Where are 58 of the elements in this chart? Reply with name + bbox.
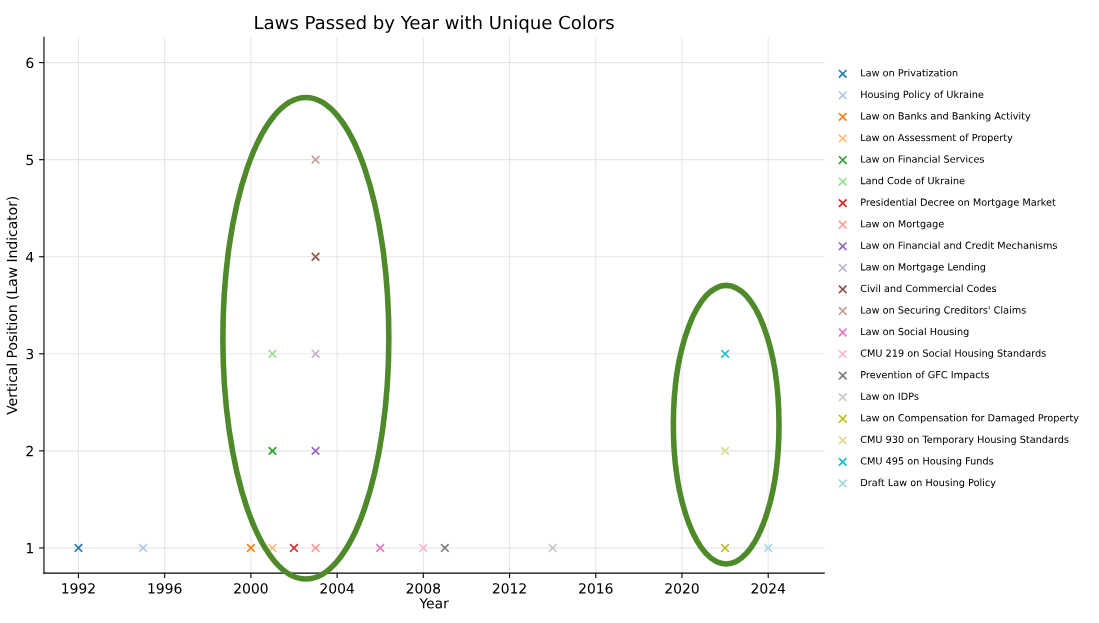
legend-label: Law on Privatization xyxy=(861,68,958,77)
point xyxy=(763,543,773,553)
legend-label: Housing Policy of Ukraine xyxy=(861,90,984,100)
chart-title: Laws Passed by Year with Unique Colors xyxy=(255,15,614,33)
y-tick-label: 3 xyxy=(26,348,34,360)
point xyxy=(720,446,730,456)
point xyxy=(310,349,321,359)
point xyxy=(246,543,256,553)
legend-label: Land Code of Ukraine xyxy=(861,176,965,185)
point xyxy=(310,252,321,262)
legend-label: Civil and Commercial Codes xyxy=(860,284,997,293)
point xyxy=(73,543,84,553)
legend-label: Law on IDPs xyxy=(861,392,919,400)
point xyxy=(289,543,299,553)
point xyxy=(548,543,558,553)
point xyxy=(720,543,730,553)
point xyxy=(267,349,278,359)
point xyxy=(720,349,730,359)
y-tick-label: 6 xyxy=(26,57,34,69)
legend-label: CMU 930 on Temporary Housing Standards xyxy=(860,435,1069,445)
y-tick-label: 2 xyxy=(26,445,33,457)
legend-label: Law on Compensation for Damaged Property xyxy=(861,413,1079,424)
point xyxy=(310,543,321,553)
y-tick-label: 4 xyxy=(26,251,34,263)
x-tick-label: 2008 xyxy=(406,583,441,594)
point xyxy=(310,446,321,456)
legend-label: CMU 219 on Social Housing Standards xyxy=(860,349,1046,359)
x-tick-label: 2024 xyxy=(751,583,786,594)
legend-label: Law on Securing Creditors' Claims xyxy=(861,306,1026,316)
legend-label: CMU 495 on Housing Funds xyxy=(860,457,994,467)
point xyxy=(267,446,278,456)
y-tick-label: 5 xyxy=(26,154,34,166)
legend-label: Law on Banks and Banking Activity xyxy=(861,112,1031,122)
point xyxy=(440,543,450,553)
x-tick-label: 1992 xyxy=(62,583,95,594)
point xyxy=(267,543,278,553)
legend-label: Presidential Decree on Mortgage Market xyxy=(861,198,1056,208)
x-tick-label: 2020 xyxy=(665,583,699,594)
x-tick-label: 2000 xyxy=(234,583,268,594)
point xyxy=(418,543,428,553)
x-axis-title: Year xyxy=(419,598,449,609)
legend-label: Law on Financial Services xyxy=(861,155,985,163)
legend-label: Law on Assessment of Property xyxy=(861,133,1013,144)
point xyxy=(310,155,321,165)
point xyxy=(375,543,385,553)
x-tick-label: 2004 xyxy=(320,583,354,594)
y-axis-title: Vertical Position (Law Indicator) xyxy=(6,196,19,415)
legend-label: Draft Law on Housing Policy xyxy=(861,478,996,489)
legend-label: Law on Mortgage xyxy=(861,220,944,230)
legend-label: Law on Social Housing xyxy=(861,327,969,338)
x-tick-label: 2012 xyxy=(492,583,526,594)
x-tick-label: 1996 xyxy=(148,583,182,594)
point xyxy=(138,543,148,553)
legend-label: Law on Mortgage Lending xyxy=(861,263,986,273)
x-tick-label: 2016 xyxy=(579,583,613,594)
y-tick-label: 1 xyxy=(26,543,33,554)
legend-label: Prevention of GFC Impacts xyxy=(861,370,989,381)
legend-label: Law on Financial and Credit Mechanisms xyxy=(861,241,1058,249)
